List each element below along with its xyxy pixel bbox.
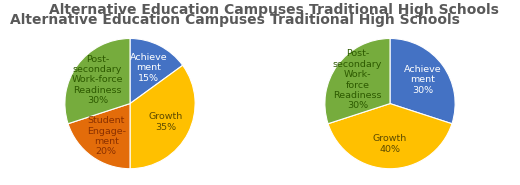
Text: Student
Engage-
ment
20%: Student Engage- ment 20% (87, 116, 126, 156)
Wedge shape (130, 38, 183, 104)
Text: Alternative Education Campuses: Alternative Education Campuses (10, 13, 265, 27)
Text: Traditional High Schools: Traditional High Schools (270, 13, 460, 27)
Text: Traditional High Schools: Traditional High Schools (308, 3, 499, 17)
Wedge shape (325, 38, 390, 124)
Text: Post-
secondary
Work-force
Readiness
30%: Post- secondary Work-force Readiness 30% (72, 55, 123, 105)
Text: Growth
35%: Growth 35% (149, 112, 183, 132)
Wedge shape (68, 104, 130, 169)
Text: Post-
secondary
Work-
force
Readiness
30%: Post- secondary Work- force Readiness 30… (333, 49, 382, 110)
Wedge shape (130, 65, 195, 169)
Text: Alternative Education Campuses: Alternative Education Campuses (48, 3, 304, 17)
Wedge shape (390, 38, 455, 124)
Wedge shape (328, 104, 452, 169)
Wedge shape (65, 38, 130, 124)
Text: Achieve
ment
15%: Achieve ment 15% (129, 53, 167, 83)
Text: Achieve
ment
30%: Achieve ment 30% (404, 65, 441, 95)
Text: Growth
40%: Growth 40% (373, 134, 407, 154)
